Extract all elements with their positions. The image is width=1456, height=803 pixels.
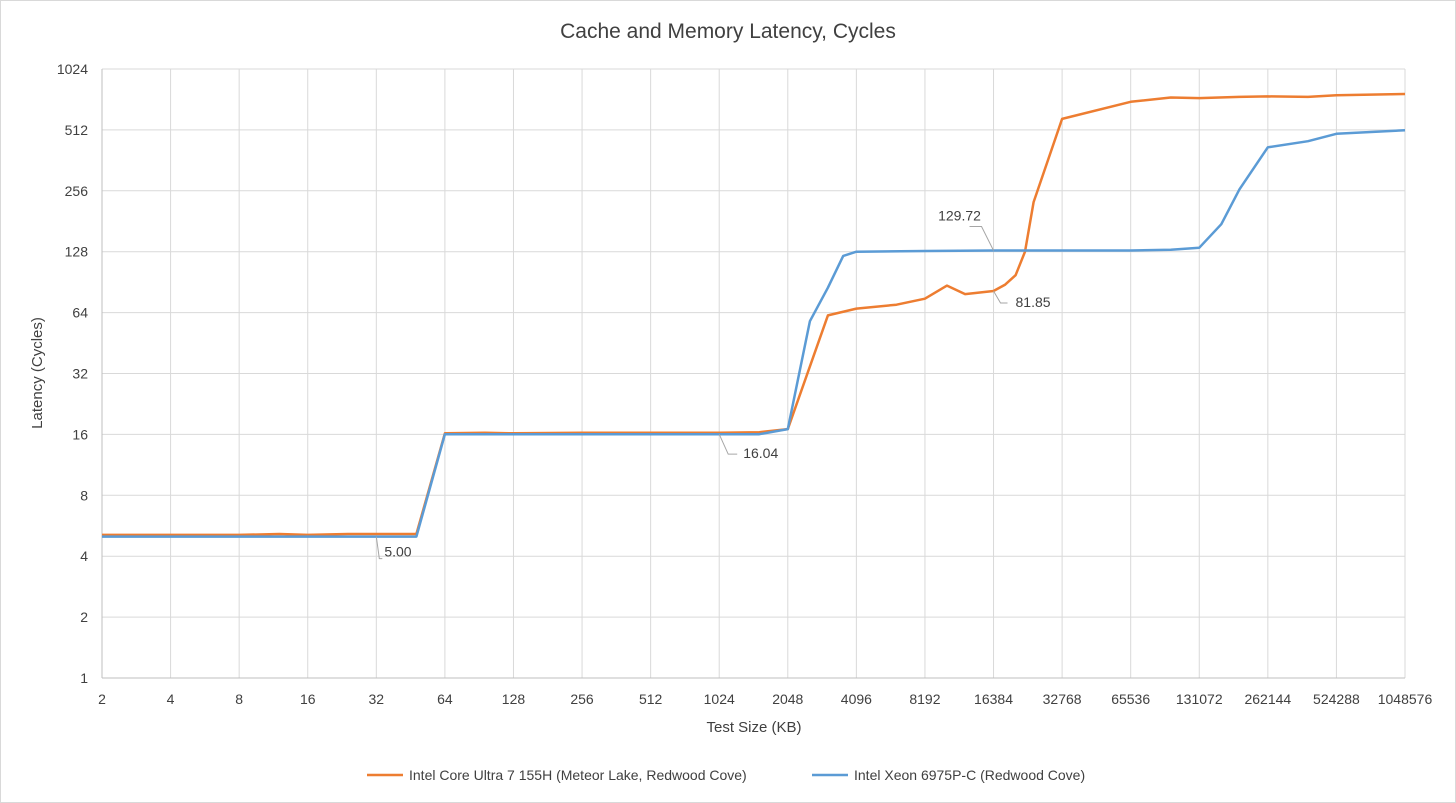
x-tick-label: 8192 <box>909 691 940 707</box>
data-label: 16.04 <box>718 433 778 461</box>
data-label-leader <box>969 226 994 251</box>
y-tick-label: 1024 <box>57 61 88 77</box>
legend: Intel Core Ultra 7 155H (Meteor Lake, Re… <box>367 767 1085 783</box>
chart-title: Cache and Memory Latency, Cycles <box>560 20 896 43</box>
legend-item-1: Intel Xeon 6975P-C (Redwood Cove) <box>812 767 1085 783</box>
series-line-0 <box>102 92 1406 537</box>
data-label-leader <box>993 290 1008 304</box>
y-tick-label: 256 <box>65 183 89 199</box>
x-tick-label: 128 <box>502 691 526 707</box>
data-label: 81.85 <box>993 290 1051 310</box>
x-tick-label: 16384 <box>974 691 1013 707</box>
y-tick-label: 128 <box>65 244 89 260</box>
y-tick-label: 64 <box>72 305 88 321</box>
x-tick-label: 512 <box>639 691 663 707</box>
x-tick-label: 1024 <box>704 691 735 707</box>
legend-item-0: Intel Core Ultra 7 155H (Meteor Lake, Re… <box>367 767 747 783</box>
legend-label: Intel Core Ultra 7 155H (Meteor Lake, Re… <box>409 767 747 783</box>
data-label-text: 5.00 <box>384 544 411 560</box>
x-tick-label: 65536 <box>1111 691 1150 707</box>
x-tick-label: 131072 <box>1176 691 1223 707</box>
gridlines <box>102 68 1406 678</box>
x-tick-label: 4 <box>167 691 175 707</box>
x-tick-label: 32768 <box>1043 691 1082 707</box>
x-tick-label: 8 <box>235 691 243 707</box>
x-tick-label: 1048576 <box>1378 691 1433 707</box>
x-tick-label: 262144 <box>1244 691 1291 707</box>
y-tick-label: 1 <box>80 670 88 686</box>
y-tick-label: 8 <box>80 487 88 503</box>
axes: 2 4 8 16 32 64 128 256 512 1024 2048 4096 8192 16384 3… <box>57 61 1433 707</box>
x-tick-label: 32 <box>369 691 385 707</box>
y-tick-label: 16 <box>72 426 88 442</box>
data-label-leader <box>718 433 738 455</box>
y-axis-label: Latency (Cycles) <box>29 317 46 429</box>
y-tick-label: 512 <box>65 122 89 138</box>
data-label-text: 129.72 <box>938 208 981 224</box>
x-tick-label: 2048 <box>772 691 803 707</box>
x-tick-label: 2 <box>98 691 106 707</box>
y-tick-label: 32 <box>72 366 88 382</box>
data-label: 5.00 <box>375 536 412 560</box>
x-tick-label: 64 <box>437 691 453 707</box>
data-annotations: 5.00 16.04 129.72 81.85 <box>375 208 1051 560</box>
y-tick-label: 4 <box>80 548 88 564</box>
x-tick-label: 524288 <box>1313 691 1360 707</box>
y-tick-label: 2 <box>80 609 88 625</box>
x-axis-label: Test Size (KB) <box>706 719 801 736</box>
data-label-text: 81.85 <box>1016 294 1051 310</box>
data-label-leader <box>375 536 383 560</box>
x-tick-label: 256 <box>570 691 594 707</box>
data-label-text: 16.04 <box>743 445 778 461</box>
series-lines <box>102 92 1406 538</box>
x-tick-label: 4096 <box>841 691 872 707</box>
series-line-1 <box>102 128 1406 538</box>
legend-label: Intel Xeon 6975P-C (Redwood Cove) <box>854 767 1085 783</box>
x-tick-label: 16 <box>300 691 316 707</box>
data-label: 129.72 <box>938 208 994 251</box>
